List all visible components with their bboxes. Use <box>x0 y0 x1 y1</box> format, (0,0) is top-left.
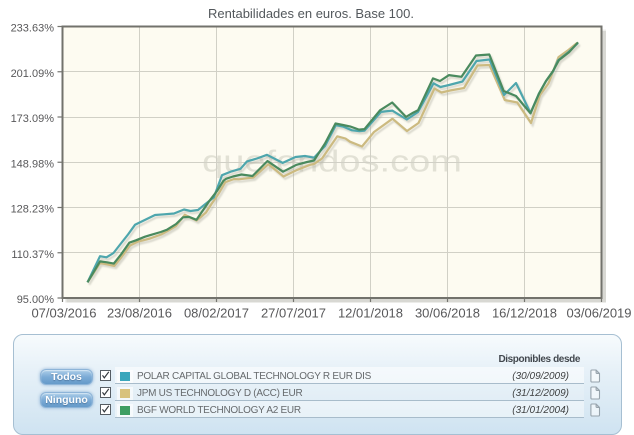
svg-text:148.98%: 148.98% <box>11 158 55 170</box>
svg-text:Rentabilidades en euros. Base: Rentabilidades en euros. Base 100. <box>208 6 414 21</box>
svg-text:23/08/2016: 23/08/2016 <box>107 306 172 321</box>
svg-text:03/06/2019: 03/06/2019 <box>566 306 631 321</box>
svg-text:173.09%: 173.09% <box>11 113 55 125</box>
svg-text:95.00%: 95.00% <box>17 294 55 306</box>
svg-text:30/06/2018: 30/06/2018 <box>415 306 480 321</box>
svg-text:12/01/2018: 12/01/2018 <box>338 306 403 321</box>
svg-text:07/03/2016: 07/03/2016 <box>31 306 96 321</box>
svg-text:27/07/2017: 27/07/2017 <box>261 306 326 321</box>
svg-text:08/02/2017: 08/02/2017 <box>184 306 249 321</box>
svg-text:201.09%: 201.09% <box>11 68 55 80</box>
svg-text:16/12/2018: 16/12/2018 <box>492 306 557 321</box>
svg-text:110.37%: 110.37% <box>11 249 54 261</box>
svg-text:128.23%: 128.23% <box>11 204 55 216</box>
svg-text:233.63%: 233.63% <box>11 23 55 35</box>
